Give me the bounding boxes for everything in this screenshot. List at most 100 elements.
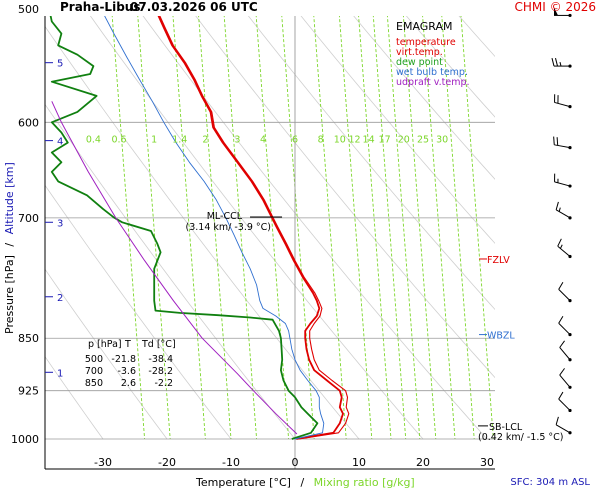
table-cell: 850: [85, 378, 103, 389]
mixing-ratio-label: 17: [379, 134, 391, 145]
mixing-ratio-lines: [111, 16, 494, 440]
wind-barb-shaft: [558, 322, 571, 335]
legend-title: EMAGRAM: [396, 20, 453, 33]
mixing-ratio-line: [372, 16, 407, 440]
wind-barb-half-feather: [559, 61, 562, 67]
wind-barb-shaft: [558, 398, 571, 411]
table-header-pressure: p [hPa]: [88, 339, 122, 350]
wind-barb: [559, 340, 572, 362]
mixing-ratio-labels: 0.4 0.6 1 1.4 2 3 4 6 8 10 12 14 17 20 25 30: [86, 134, 448, 145]
series-wet-bulb-temp: [104, 16, 325, 440]
table-cell: 500: [85, 354, 103, 365]
pressure-tick-label: 1000: [11, 433, 39, 446]
sounding-series: [49, 16, 350, 440]
pressure-tick-label: 500: [18, 3, 39, 16]
mixing-ratio-label: 12: [348, 134, 360, 145]
wind-barb-feather: [558, 282, 564, 290]
wind-barbs: [551, 7, 572, 435]
sb-lcl-value: (0.42 km/ -1.5 °C): [478, 432, 564, 443]
dry-adiabat-line: [45, 25, 360, 440]
wind-barb-feather: [555, 201, 559, 210]
altitude-tick-label: 4: [57, 137, 63, 148]
station-name: Praha-Libus: [60, 0, 140, 14]
wind-barb-half-feather: [559, 244, 563, 249]
wind-barb-feather: [551, 57, 555, 67]
mixing-ratio-line: [422, 16, 456, 440]
mixing-ratio-label: 4: [260, 134, 266, 145]
wind-barb: [553, 136, 572, 150]
wind-barb-feather: [559, 368, 565, 376]
mixing-ratio-label: 1.4: [172, 134, 187, 145]
wbzl-label: WBZL: [487, 331, 515, 342]
fzlv-label: FZLV: [487, 255, 510, 266]
legend-dew-point: dew point: [396, 57, 443, 68]
wind-barb: [558, 315, 572, 337]
mixing-ratio-label: 1: [151, 134, 157, 145]
chart-annotations: ML-CCL(3.14 km/ -3.9 °C) FZLV WBZL SB-LCL(0…: [186, 211, 564, 443]
dry-adiabat-line: [142, 16, 488, 440]
altitude-tick-label: 2: [57, 293, 63, 304]
series-dew-point: [49, 16, 319, 440]
temperature-tick-label: 30: [480, 456, 494, 469]
sounding-datetime: 07.03.2026 06 UTC: [130, 0, 258, 14]
wind-barb: [558, 282, 572, 303]
wind-barb: [559, 368, 572, 389]
dry-adiabat-line: [45, 184, 232, 440]
mixing-ratio-line: [386, 16, 421, 440]
ml-ccl-value: (3.14 km/ -3.9 °C): [186, 222, 272, 233]
altitude-tick-label: 3: [57, 218, 63, 229]
table-cell: 700: [85, 366, 103, 377]
series-virt-temp: [159, 16, 350, 440]
dry-adiabat-line: [247, 16, 495, 311]
mixing-ratio-line: [198, 16, 232, 440]
wind-barb-shaft: [554, 144, 571, 149]
wind-barb-shaft: [554, 101, 571, 108]
wind-barb-shaft: [555, 209, 571, 219]
temperature-tick-label: 0: [292, 456, 299, 469]
surface-elevation: SFC: 304 m ASL: [510, 477, 590, 488]
mixing-ratio-label: 20: [398, 134, 410, 145]
dry-adiabat-line: [195, 16, 495, 379]
mixing-ratio-line: [402, 16, 437, 440]
table-cell: -28.2: [148, 366, 173, 377]
table-cell: -3.6: [117, 366, 136, 377]
mixing-ratio-label: 30: [436, 134, 448, 145]
mixing-ratio-line: [281, 16, 315, 440]
temperature-tick-labels: -30 -20 -10 0 10 20 30: [94, 456, 494, 469]
dry-adiabat-line: [353, 16, 495, 180]
temperature-tick-label: -10: [222, 456, 240, 469]
table-cell: 2.6: [121, 378, 136, 389]
x-axis-label-separator: /: [300, 476, 304, 489]
isobar-lines: [45, 121, 495, 440]
mixing-ratio-label: 3: [234, 134, 240, 145]
pressure-tick-label: 925: [18, 385, 39, 398]
dry-adiabat-line: [300, 16, 495, 244]
mixing-ratio-line: [223, 16, 258, 440]
wind-barb: [558, 391, 572, 413]
wind-barb-feather: [555, 416, 559, 425]
mixing-ratio-line: [358, 16, 392, 440]
dry-adiabat-line: [45, 355, 104, 440]
dry-adiabat-line: [89, 16, 424, 440]
wind-barb-feather: [559, 340, 565, 348]
legend-virtual-temperature: virt.temp.: [396, 47, 443, 58]
mixing-ratio-line: [172, 16, 206, 440]
pressure-tick-label: 600: [18, 116, 39, 129]
table-header-temp: T: [124, 339, 131, 350]
mixing-ratio-label: 6: [292, 134, 298, 145]
mixing-ratio-label: 25: [417, 134, 429, 145]
table-cell: -2.2: [154, 378, 173, 389]
wind-barb: [555, 201, 572, 220]
wind-barb-feather: [553, 136, 555, 145]
temperature-tick-label: 20: [416, 456, 430, 469]
wind-barb-shaft: [555, 424, 571, 434]
temperature-tick-label: -30: [94, 456, 112, 469]
wind-barb-feather: [557, 238, 562, 247]
wind-barb: [555, 416, 572, 435]
table-cell: -38.4: [148, 354, 173, 365]
x-axis-label: Temperature [°C] / Mixing ratio [g/kg]: [195, 476, 415, 489]
sounding-table: p [hPa] T Td [°C] 500 -21.8 -38.4 700 -3…: [85, 339, 176, 389]
legend-updraft: udpraft v.temp.: [396, 77, 470, 88]
mixing-ratio-label: 14: [363, 134, 375, 145]
